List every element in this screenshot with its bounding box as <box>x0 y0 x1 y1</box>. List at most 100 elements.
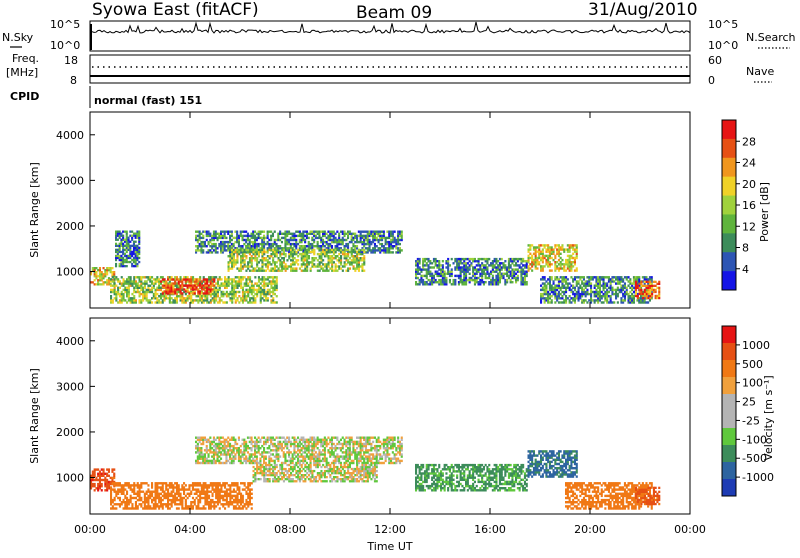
echo-cell <box>224 241 226 243</box>
echo-cell <box>172 292 174 294</box>
echo-cell <box>187 507 189 509</box>
echo-cell <box>130 499 132 501</box>
echo-cell <box>272 259 274 261</box>
echo-cell <box>128 241 130 243</box>
echo-cell <box>335 251 337 253</box>
echo-cell <box>237 299 239 301</box>
echo-cell <box>117 293 119 295</box>
echo-cell <box>133 243 135 245</box>
echo-cell <box>256 270 258 272</box>
echo-cell <box>438 264 440 266</box>
echo-cell <box>203 301 205 303</box>
echo-cell <box>155 482 157 484</box>
echo-cell <box>567 259 569 261</box>
echo-cell <box>144 507 146 509</box>
echo-cell <box>320 239 322 241</box>
echo-cell <box>649 293 651 295</box>
echo-cell <box>479 279 481 281</box>
echo-cell <box>322 263 324 265</box>
echo-cell <box>206 495 208 497</box>
echo-cell <box>268 245 270 247</box>
echo-cell <box>265 257 267 259</box>
echo-cell <box>222 437 224 439</box>
echo-cell <box>386 247 388 249</box>
echo-cell <box>228 285 230 287</box>
echo-cell <box>263 299 265 301</box>
echo-cell <box>258 289 260 291</box>
echo-cell <box>354 235 356 237</box>
echo-cell <box>227 445 229 447</box>
echo-cell <box>176 482 178 484</box>
echo-cell <box>149 289 151 291</box>
echo-cell <box>567 251 569 253</box>
echo-cell <box>208 292 210 294</box>
echo-cell <box>535 253 537 255</box>
echo-cell <box>209 437 211 439</box>
echo-cell <box>581 301 583 303</box>
echo-cell <box>229 503 231 505</box>
echo-cell <box>221 299 223 301</box>
echo-cell <box>390 239 392 241</box>
echo-cell <box>288 255 290 257</box>
echo-cell <box>211 243 213 245</box>
echo-cell <box>336 241 338 243</box>
echo-cell <box>435 258 437 260</box>
echo-cell <box>251 249 253 251</box>
echo-cell <box>213 449 215 451</box>
echo-cell <box>569 265 571 267</box>
echo-cell <box>586 291 588 293</box>
echo-cell <box>561 285 563 287</box>
echo-cell <box>256 285 258 287</box>
echo-cell <box>599 285 601 287</box>
echo-cell <box>336 255 338 257</box>
echo-cell <box>101 485 103 487</box>
echo-cell <box>429 271 431 273</box>
echo-cell <box>135 497 137 499</box>
echo-cell <box>178 484 180 486</box>
echo-cell <box>147 278 149 280</box>
echo-cell <box>122 247 124 249</box>
echo-cell <box>635 283 637 285</box>
echo-cell <box>208 241 210 243</box>
echo-cell <box>335 255 337 257</box>
echo-cell <box>565 263 567 265</box>
echo-cell <box>504 283 506 285</box>
echo-cell <box>336 265 338 267</box>
echo-cell <box>180 292 182 294</box>
echo-cell <box>244 282 246 284</box>
echo-cell <box>569 248 571 250</box>
echo-cell <box>574 293 576 295</box>
echo-cell <box>544 282 546 284</box>
echo-cell <box>140 287 142 289</box>
echo-cell <box>288 239 290 241</box>
echo-cell <box>229 297 231 299</box>
echo-cell <box>231 503 233 505</box>
echo-cell <box>267 235 269 237</box>
echo-cell <box>365 231 367 233</box>
echo-cell <box>326 270 328 272</box>
echo-cell <box>304 239 306 241</box>
echo-cell <box>119 245 121 247</box>
echo-cell <box>453 283 455 285</box>
echo-cell <box>569 282 571 284</box>
echo-cell <box>137 276 139 278</box>
echo-cell <box>206 292 208 294</box>
echo-cell <box>572 287 574 289</box>
echo-cell <box>215 443 217 445</box>
echo-cell <box>115 259 117 261</box>
echo-cell <box>463 279 465 281</box>
echo-cell <box>95 477 97 479</box>
echo-cell <box>167 290 169 292</box>
echo-cell <box>540 259 542 261</box>
echo-cell <box>137 495 139 497</box>
echo-cell <box>197 503 199 505</box>
y-tick-label: 2000 <box>56 220 84 233</box>
echo-cell <box>292 233 294 235</box>
echo-cell <box>469 273 471 275</box>
echo-cell <box>263 241 265 243</box>
echo-cell <box>110 289 112 291</box>
echo-cell <box>445 277 447 279</box>
echo-cell <box>149 301 151 303</box>
echo-cell <box>123 295 125 297</box>
echo-cell <box>126 505 128 507</box>
